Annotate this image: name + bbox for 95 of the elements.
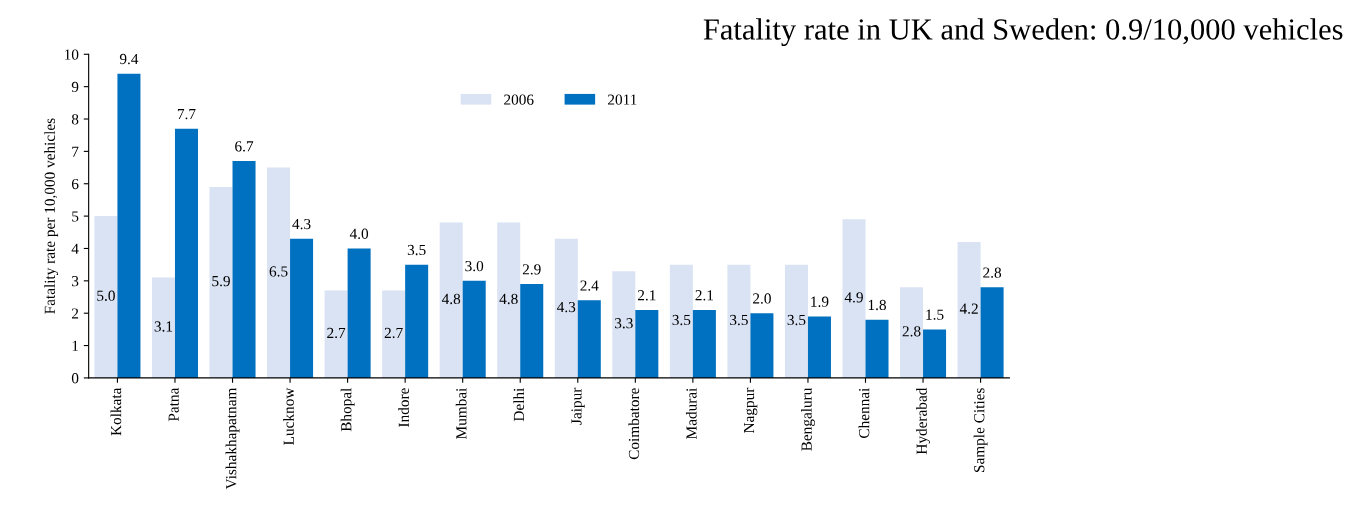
chart-title: Fatality rate in UK and Sweden: 0.9/10,000 vehicles — [703, 18, 1343, 47]
y-tick-label: 0 — [71, 373, 79, 384]
data-label: 4.8 — [499, 293, 518, 305]
bar — [980, 287, 1004, 378]
data-label: 6.5 — [269, 266, 288, 277]
y-tick-label: 9 — [71, 81, 79, 93]
bar — [865, 319, 889, 378]
data-label: 1.8 — [868, 299, 886, 311]
y-tick-label: 7 — [72, 146, 79, 157]
bar — [439, 222, 463, 378]
data-label: 3.5 — [672, 314, 691, 326]
bar — [117, 73, 141, 378]
bar — [554, 238, 578, 378]
data-label: 1.5 — [926, 309, 944, 320]
bar — [94, 216, 118, 378]
bar — [209, 186, 233, 378]
data-label: 2.8 — [983, 267, 1002, 278]
data-label: 3.5 — [730, 314, 748, 326]
data-label: 2.1 — [637, 290, 656, 301]
bar — [151, 277, 175, 378]
x-tick-label: Patna — [168, 387, 179, 422]
bar — [382, 290, 406, 378]
data-label: 6.7 — [235, 141, 254, 152]
bar — [520, 284, 544, 378]
bar — [957, 242, 981, 378]
bar — [290, 238, 314, 378]
bar — [900, 287, 924, 378]
bar — [405, 264, 429, 378]
x-tick-label: Madurai — [685, 387, 697, 439]
data-label: 2.8 — [902, 326, 921, 337]
data-label: 3.0 — [465, 260, 484, 272]
data-label: 1.9 — [811, 296, 829, 307]
data-label: 4.3 — [557, 301, 576, 313]
data-label: 4.8 — [441, 293, 461, 305]
y-tick-label: 10 — [65, 49, 79, 60]
x-tick-label: Kolkata — [110, 387, 122, 436]
data-label: 5.0 — [97, 290, 115, 301]
y-tick-label: 4 — [71, 243, 79, 254]
bar — [232, 161, 256, 378]
data-label: 2.7 — [384, 327, 403, 339]
bar — [750, 313, 774, 378]
x-tick-label: Sample Cities — [973, 388, 988, 472]
y-axis-title: Fatality rate per 10,000 vehicles — [44, 118, 59, 314]
y-tick-label: 6 — [71, 178, 79, 190]
data-label: 3.1 — [154, 321, 173, 332]
data-label: 4.3 — [292, 218, 311, 230]
x-tick-label: Bengaluru — [801, 387, 815, 451]
data-label: 2.9 — [522, 264, 541, 275]
bar — [727, 264, 751, 378]
bar — [692, 309, 716, 378]
data-label: 2.7 — [327, 327, 346, 339]
legend-label: 2011 — [608, 94, 637, 105]
y-tick-label: 5 — [72, 211, 79, 222]
data-label: 4.0 — [349, 228, 369, 239]
x-tick-label: Vishakhapatnam — [225, 387, 240, 490]
bar — [923, 329, 947, 378]
y-tick-label: 3 — [72, 276, 79, 287]
y-tick-label: 2 — [71, 308, 79, 319]
legend-label: 2006 — [504, 94, 534, 105]
x-tick-label: Delhi — [513, 387, 525, 422]
x-tick-label: Bhopal — [340, 387, 355, 432]
data-label: 5.9 — [212, 276, 230, 287]
x-tick-label: Jaipur — [571, 387, 585, 425]
x-tick-label: Coimbatore — [628, 388, 640, 460]
x-tick-label: Hyderabad — [916, 387, 930, 455]
bar — [462, 280, 486, 378]
x-tick-label: Mumbai — [455, 387, 467, 439]
y-tick-label: 8 — [71, 114, 79, 125]
bar — [842, 219, 866, 378]
data-label: 2.1 — [695, 290, 714, 301]
data-label: 3.3 — [615, 318, 633, 329]
bar — [612, 271, 636, 378]
x-tick-label: Chennai — [858, 387, 870, 438]
bar — [635, 309, 659, 378]
data-label: 9.4 — [119, 53, 139, 65]
bar — [174, 128, 198, 378]
data-label: 3.5 — [787, 314, 806, 326]
data-label: 4.9 — [844, 292, 863, 303]
bar — [784, 264, 808, 378]
data-label: 3.5 — [407, 244, 426, 256]
data-label: 2.0 — [753, 293, 771, 304]
x-tick-label: Indore — [398, 388, 409, 427]
data-label: 4.2 — [959, 303, 978, 314]
y-tick-label: 1 — [72, 340, 79, 351]
data-label: 7.7 — [177, 108, 196, 120]
bar — [347, 248, 371, 378]
bar — [669, 264, 693, 378]
data-label: 2.4 — [580, 280, 599, 291]
x-tick-label: Nagpur — [744, 387, 758, 434]
bar — [267, 167, 291, 378]
bar — [807, 316, 831, 378]
bar — [497, 222, 521, 378]
x-tick-label: Lucknow — [283, 387, 294, 445]
bar — [577, 300, 601, 378]
bar — [324, 290, 348, 378]
